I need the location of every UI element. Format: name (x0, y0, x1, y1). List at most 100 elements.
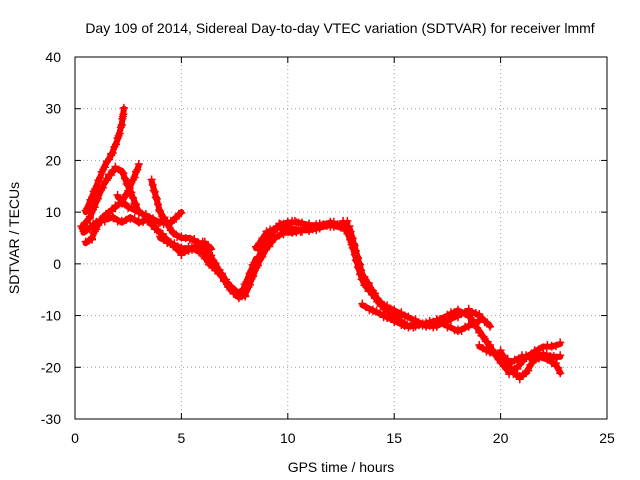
data-point (121, 174, 129, 183)
data-point (483, 318, 492, 327)
data-point (134, 160, 143, 168)
data-point (105, 155, 113, 164)
data-point (530, 346, 539, 355)
data-point (273, 224, 282, 233)
data-point (348, 234, 357, 243)
data-point (534, 353, 543, 362)
data-point (117, 167, 126, 176)
data-point (339, 216, 348, 225)
data-point (211, 264, 220, 273)
data-point (241, 291, 250, 300)
data-point (368, 289, 377, 298)
data-point (275, 231, 284, 240)
x-tick-label: 5 (178, 430, 186, 446)
data-point (294, 220, 303, 229)
data-point (356, 260, 365, 269)
chart-title: Day 109 of 2014, Sidereal Day-to-day VTE… (85, 20, 594, 36)
data-point (346, 227, 355, 236)
data-point (155, 205, 164, 214)
data-point (498, 351, 507, 360)
data-point (147, 175, 156, 184)
data-point (376, 297, 385, 306)
data-point (145, 216, 154, 225)
y-tick-label: 30 (45, 101, 61, 117)
data-point (122, 215, 131, 224)
y-tick-label: 0 (53, 256, 61, 272)
data-point (525, 352, 533, 361)
data-point (267, 230, 276, 239)
data-point (133, 165, 142, 174)
y-tick-label: 20 (45, 152, 61, 168)
data-point (160, 213, 169, 222)
data-point (112, 140, 120, 149)
data-point (116, 195, 125, 204)
data-point (479, 332, 488, 341)
data-point (556, 369, 565, 378)
data-point (125, 184, 134, 193)
data-point (517, 352, 526, 361)
data-point (432, 322, 441, 331)
data-point (90, 203, 99, 212)
data-point (164, 221, 173, 230)
data-point (153, 225, 162, 234)
data-point (198, 237, 207, 246)
data-point (509, 367, 518, 376)
data-point (265, 242, 274, 251)
data-point (177, 232, 186, 241)
data-point (524, 366, 533, 375)
y-tick-labels: -30 -20 -10 0 10 20 30 40 (41, 49, 61, 427)
data-point (543, 341, 552, 349)
y-tick-label: -20 (41, 359, 61, 375)
axis-ticks (74, 56, 608, 420)
data-point (90, 227, 99, 236)
data-point (194, 242, 203, 251)
data-point (100, 163, 109, 172)
data-point (88, 193, 96, 202)
data-point (113, 191, 122, 199)
data-point (551, 342, 560, 351)
data-point (283, 217, 292, 226)
data-point (475, 310, 484, 318)
data-point (471, 319, 480, 328)
data-point (349, 240, 358, 248)
data-point (85, 224, 94, 233)
data-point (121, 199, 130, 208)
data-point (150, 187, 159, 196)
y-axis-label: SDTVAR / TECUs (6, 182, 22, 294)
series-track-p (432, 305, 565, 379)
y-tick-label: -10 (41, 308, 61, 324)
data-point (305, 221, 314, 230)
data-point (149, 186, 158, 195)
data-point (172, 214, 181, 223)
data-point (355, 259, 364, 268)
x-tick-label: 15 (386, 430, 402, 446)
data-point (108, 207, 117, 216)
data-point (132, 167, 140, 176)
data-point (256, 239, 265, 248)
data-point (190, 235, 199, 243)
data-point (148, 181, 157, 189)
data-point (534, 345, 543, 354)
data-point (109, 213, 118, 222)
data-point (130, 173, 139, 182)
data-point (556, 338, 565, 347)
data-point (152, 194, 161, 203)
data-point (177, 243, 186, 252)
data-point (129, 193, 137, 202)
data-point (197, 247, 206, 256)
data-point (154, 200, 162, 209)
data-point (556, 351, 565, 360)
data-point (177, 208, 186, 217)
data-point (326, 219, 335, 228)
data-point (88, 234, 96, 243)
data-point (119, 103, 128, 112)
data-point (347, 233, 356, 241)
data-point (354, 253, 362, 262)
data-point (425, 321, 434, 330)
data-point (151, 193, 160, 202)
data-point (207, 251, 216, 260)
data-point (400, 321, 409, 330)
data-point (130, 214, 139, 223)
data-point (115, 129, 124, 138)
